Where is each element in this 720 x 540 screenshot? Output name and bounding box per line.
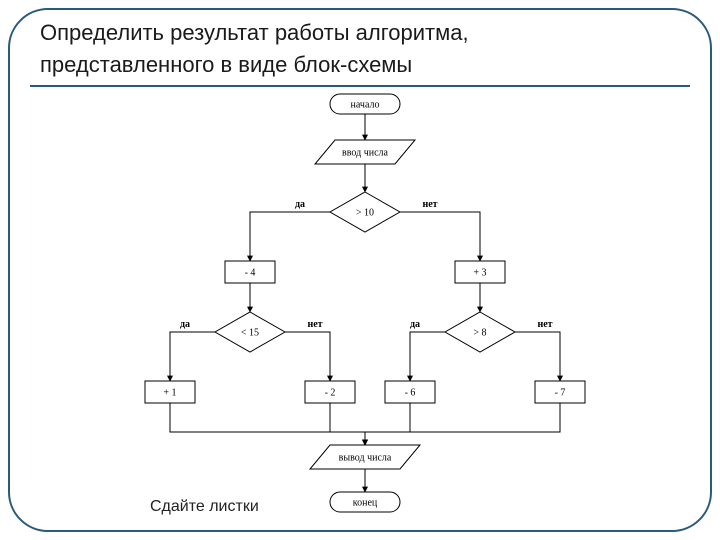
- edge-label: нет: [307, 319, 322, 330]
- node-p_m4: - 4: [225, 261, 275, 283]
- flow-edge: [410, 332, 445, 381]
- node-d8: > 8: [445, 312, 515, 352]
- node-label: начало: [351, 99, 380, 110]
- title-line-1: Определить результат работы алгоритма,: [40, 20, 680, 46]
- node-p_p3: + 3: [455, 261, 505, 283]
- flow-edge: [330, 403, 365, 445]
- node-d15: < 15: [215, 312, 285, 352]
- node-label: + 1: [163, 387, 176, 398]
- node-label: - 2: [325, 387, 336, 398]
- node-d10: > 10: [330, 192, 400, 232]
- node-label: < 15: [241, 327, 259, 338]
- node-label: > 10: [356, 207, 374, 218]
- node-p_p1: + 1: [145, 381, 195, 403]
- flow-edge: [170, 332, 215, 381]
- node-label: - 4: [245, 267, 256, 278]
- node-label: - 6: [405, 387, 416, 398]
- node-output: вывод числа: [310, 445, 420, 469]
- flow-edge: [400, 212, 480, 261]
- title-line-2: представленного в виде блок-схемы: [40, 52, 680, 78]
- node-label: вывод числа: [339, 452, 392, 463]
- flowchart-svg: да нет да нет да нет начало ввод числа > 10 - 4 + …: [0, 92, 720, 522]
- flow-edge: [170, 403, 365, 445]
- title-underline: [30, 85, 690, 87]
- title-block: Определить результат работы алгоритма, п…: [40, 20, 680, 87]
- flow-edge: [365, 403, 410, 445]
- node-label: - 7: [555, 387, 566, 398]
- node-start: начало: [330, 94, 400, 114]
- edge-label: нет: [537, 319, 552, 330]
- edge-label: да: [295, 199, 305, 210]
- flow-edge: [365, 403, 560, 445]
- node-p_m6: - 6: [385, 381, 435, 403]
- flow-edge: [515, 332, 560, 381]
- node-input: ввод числа: [315, 140, 415, 164]
- node-label: > 8: [473, 327, 486, 338]
- node-p_m7: - 7: [535, 381, 585, 403]
- node-end: конец: [330, 492, 400, 512]
- node-label: ввод числа: [342, 147, 388, 158]
- flow-edge: [285, 332, 330, 381]
- node-label: конец: [353, 497, 378, 508]
- edge-label: да: [410, 319, 420, 330]
- edge-label: да: [180, 319, 190, 330]
- edge-label: нет: [422, 199, 437, 210]
- flowchart-container: да нет да нет да нет начало ввод числа > 10 - 4 + …: [0, 92, 720, 522]
- node-label: + 3: [473, 267, 486, 278]
- flow-edge: [250, 212, 330, 261]
- node-p_m2: - 2: [305, 381, 355, 403]
- footnote: Сдайте листки: [150, 498, 259, 516]
